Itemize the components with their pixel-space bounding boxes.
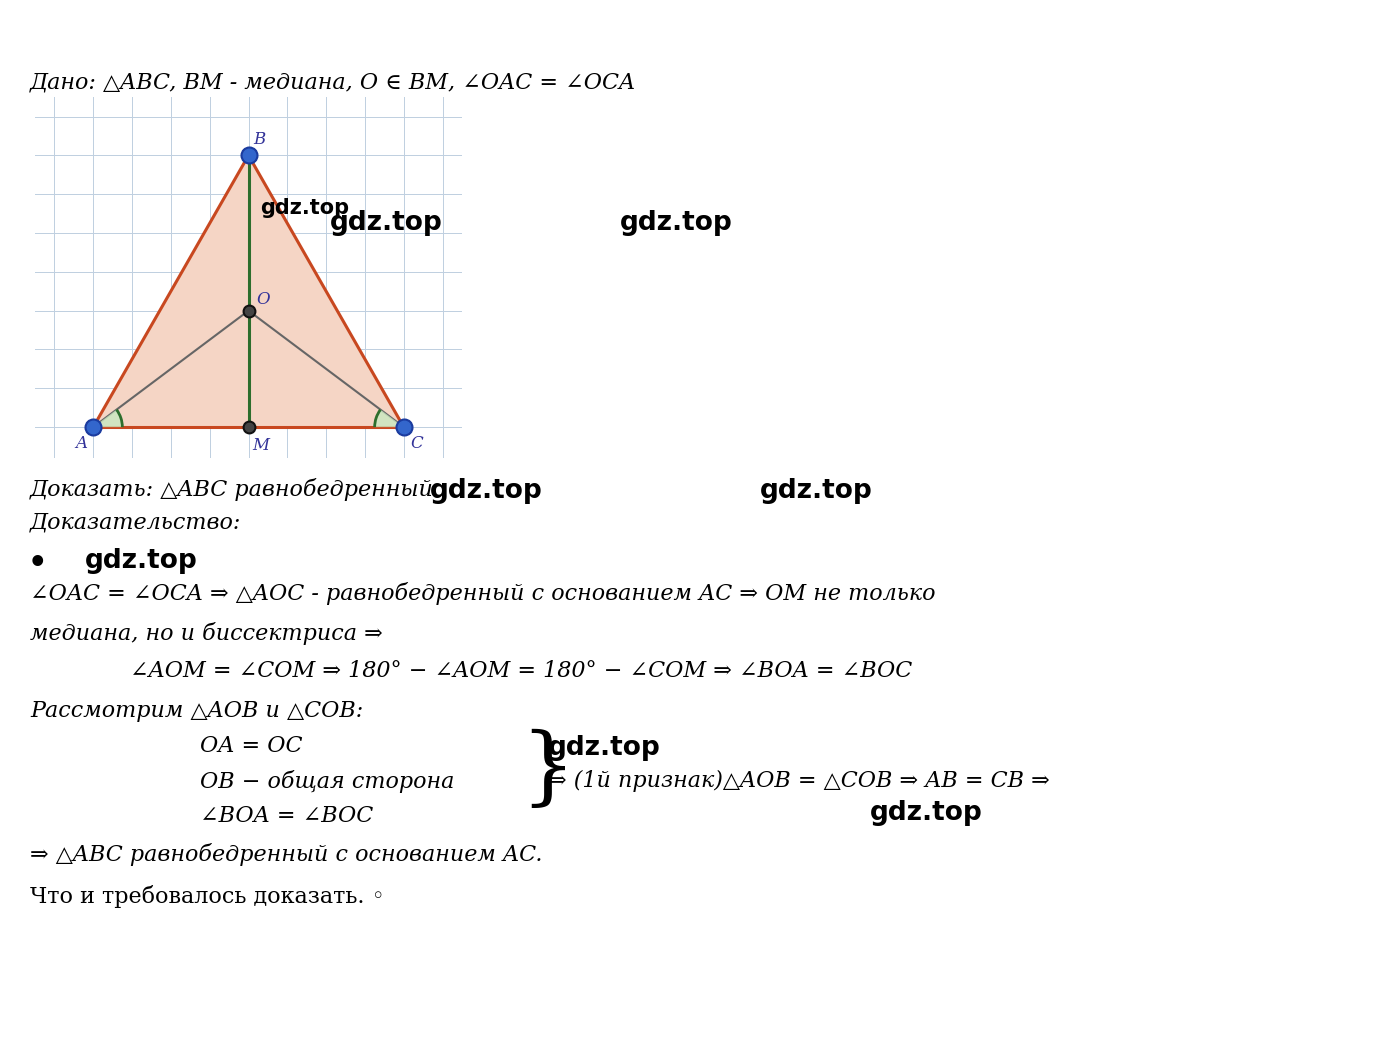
Text: gdz.top: gdz.top <box>260 197 349 218</box>
Text: gdz.top: gdz.top <box>547 735 661 761</box>
Text: gdz.top: gdz.top <box>760 479 872 504</box>
Polygon shape <box>94 156 403 427</box>
Text: OB − общая сторона: OB − общая сторона <box>200 770 455 793</box>
Text: gdz.top: gdz.top <box>869 800 983 826</box>
Text: A: A <box>76 436 88 453</box>
Text: gdz.top: gdz.top <box>430 479 543 504</box>
Text: O: O <box>256 291 270 307</box>
Wedge shape <box>375 410 403 427</box>
Text: медиана, но и биссектриса ⇒: медиана, но и биссектриса ⇒ <box>29 622 382 645</box>
Text: •: • <box>28 548 48 579</box>
Text: ∠AOM = ∠COM ⇒ 180° − ∠AOM = 180° − ∠COM ⇒ ∠BOA = ∠BOC: ∠AOM = ∠COM ⇒ 180° − ∠AOM = 180° − ∠COM … <box>130 660 913 682</box>
Text: Рассмотрим △AOB и △COB:: Рассмотрим △AOB и △COB: <box>29 700 363 722</box>
Text: gdz.top: gdz.top <box>330 210 442 236</box>
FancyBboxPatch shape <box>35 98 462 458</box>
Text: ∠OAC = ∠OCA ⇒ △AOC - равнобедренный с основанием AC ⇒ OM не только: ∠OAC = ∠OCA ⇒ △AOC - равнобедренный с ос… <box>29 582 935 605</box>
Text: M: M <box>252 437 269 455</box>
Wedge shape <box>94 410 122 427</box>
Text: Доказать: △ABC равнобедренный: Доказать: △ABC равнобедренный <box>29 479 434 501</box>
Text: ⇒ △ABC равнобедренный с основанием AC.: ⇒ △ABC равнобедренный с основанием AC. <box>29 843 543 866</box>
Text: C: C <box>410 436 424 453</box>
Text: Дано: △ABC, BM - медиана, O ∈ BM, ∠OAC = ∠OCA: Дано: △ABC, BM - медиана, O ∈ BM, ∠OAC =… <box>29 72 636 94</box>
Text: gdz.top: gdz.top <box>620 210 732 236</box>
Text: B: B <box>253 131 266 147</box>
Text: OA = OC: OA = OC <box>200 735 302 757</box>
Text: Что и требовалось доказать. ◦: Что и требовалось доказать. ◦ <box>29 885 385 908</box>
Text: }: } <box>519 729 575 812</box>
Text: ⇒ (1й признак)△AOB = △COB ⇒ AB = CB ⇒: ⇒ (1й признак)△AOB = △COB ⇒ AB = CB ⇒ <box>547 770 1050 792</box>
Text: gdz.top: gdz.top <box>85 548 197 574</box>
Text: ∠BOA = ∠BOC: ∠BOA = ∠BOC <box>200 805 374 827</box>
Text: Доказательство:: Доказательство: <box>29 512 241 534</box>
